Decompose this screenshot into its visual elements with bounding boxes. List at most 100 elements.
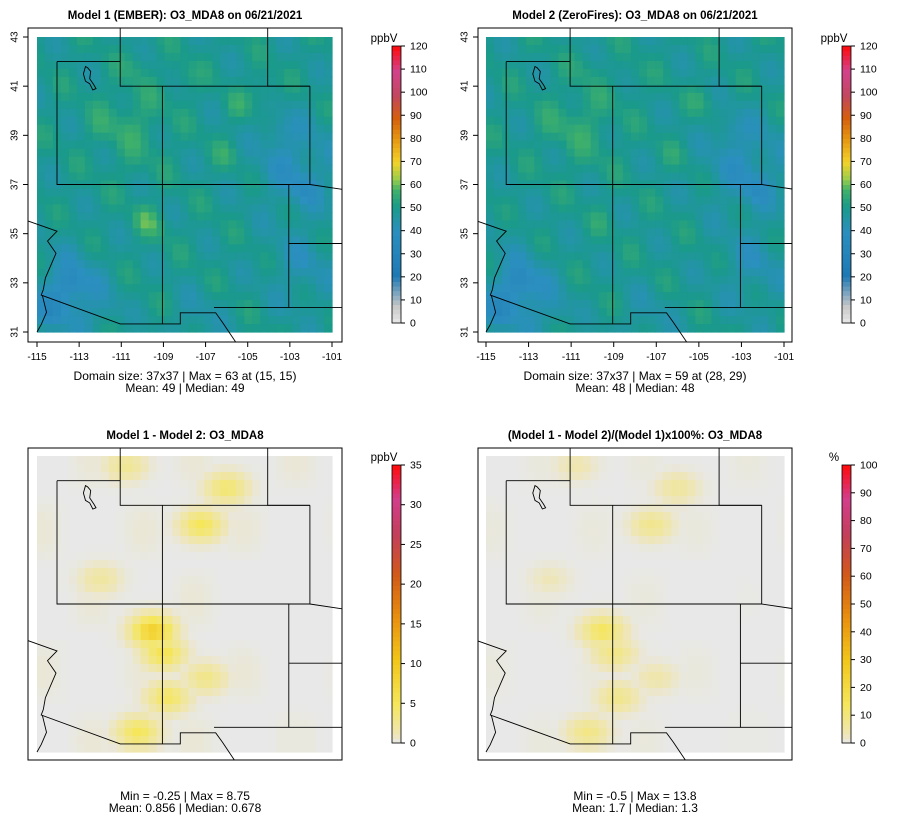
heatmap-cell [228,712,237,721]
heatmap-cell [566,228,576,237]
heatmap-cell [204,640,213,649]
heatmap-cell [124,276,134,285]
heatmap-cell [606,268,616,277]
heatmap-cell [566,220,576,229]
heatmap-cell [44,52,54,62]
heatmap-cell [204,116,213,126]
heatmap-cell [276,512,285,521]
heatmap-cell [228,512,237,521]
heatmap-cell [566,496,576,505]
heatmap-cell [212,728,221,737]
heatmap-cell [606,496,616,505]
heatmap-cell [68,480,78,489]
heatmap-cell [164,37,174,46]
colorbar-tick-label: 50 [860,202,872,214]
heatmap-cell [614,92,624,102]
heatmap-cell [486,140,495,150]
heatmap-cell [542,188,552,198]
heatmap-cell [188,520,198,529]
heatmap-cell [292,576,301,585]
heatmap-cell [558,528,568,537]
heatmap-cell [316,116,325,126]
heatmap-cell [68,92,78,102]
heatmap-cell [100,284,110,293]
heatmap-cell [84,37,94,46]
heatmap-cell [124,456,134,465]
heatmap-cell [132,156,142,166]
heatmap-cell [188,100,198,110]
heatmap-cell [292,228,301,237]
heatmap-cell [719,496,729,505]
heatmap-cell [518,480,527,489]
heatmap-cell [140,60,150,70]
heatmap-cell [116,496,126,505]
heatmap-cell [534,488,543,497]
colorbar-segment [392,115,401,121]
heatmap-cell [582,284,592,293]
heatmap-cell [727,544,737,553]
heatmap-cell [300,164,309,174]
heatmap-cell [252,196,261,206]
heatmap-cell [324,536,333,545]
heatmap-cell [196,276,206,285]
heatmap-cell [148,276,158,285]
heatmap-cell [582,260,592,269]
heatmap-cell [164,236,174,245]
heatmap-cell [268,656,277,665]
heatmap-cell [44,220,54,229]
heatmap-cell [148,680,158,689]
heatmap-cell [44,584,54,593]
heatmap-cell [735,528,745,537]
heatmap-cell [196,100,206,110]
heatmap-cell [180,92,190,102]
heatmap-cell [622,480,632,489]
heatmap-cell [228,728,237,737]
heatmap-cell [308,720,317,729]
colorbar-tick-label: 70 [410,156,422,168]
x-tick-label: -109 [604,352,624,363]
heatmap-cell [687,244,696,253]
heatmap-cell [534,244,543,253]
heatmap-cell [164,164,174,174]
heatmap-cell [37,696,46,705]
heatmap-cell [180,488,190,497]
y-tick-label: 41 [10,80,21,92]
heatmap-cell [534,504,543,513]
heatmap-cell [236,552,245,561]
heatmap-cell [703,520,713,529]
heatmap-cell [244,688,253,697]
heatmap-cell [124,592,134,601]
heatmap-cell [276,464,285,473]
heatmap-cell [244,608,253,617]
heatmap-cell [647,292,656,301]
heatmap-cell [268,116,277,126]
heatmap-cell [212,68,221,78]
heatmap-cell [743,276,753,285]
heatmap-cell [204,528,213,537]
heatmap-cell [300,520,309,529]
colorbar-segment [392,664,401,670]
heatmap-cell [767,220,777,229]
heatmap-cell [172,528,182,537]
heatmap-cell [76,324,86,333]
heatmap-cell [614,108,624,118]
heatmap-cell [244,744,253,753]
heatmap-cell [751,528,761,537]
heatmap-cell [308,324,317,333]
heatmap-cell [566,52,576,62]
heatmap-cell [687,132,696,142]
heatmap-cell [606,260,616,269]
heatmap-cell [622,496,632,505]
heatmap-cell [663,148,672,158]
heatmap-cell [260,284,269,293]
heatmap-cell [502,220,511,229]
heatmap-cell [486,84,495,94]
heatmap-cell [252,172,261,182]
heatmap-cell [566,488,576,497]
x-tick-label: -107 [646,352,666,363]
heatmap-cell [695,456,705,465]
heatmap-cell [37,472,46,481]
heatmap-cell [212,188,221,198]
heatmap-cell [542,148,552,158]
heatmap-cell [276,108,285,118]
